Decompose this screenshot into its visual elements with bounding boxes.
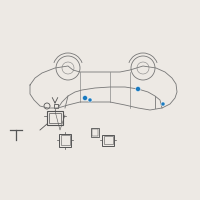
Circle shape bbox=[88, 98, 92, 102]
Bar bbox=[60, 135, 70, 145]
Bar bbox=[59, 134, 71, 146]
Bar bbox=[92, 129, 98, 136]
Bar bbox=[49, 113, 61, 123]
Bar bbox=[54, 104, 58, 108]
Bar bbox=[102, 134, 114, 146]
Bar bbox=[104, 136, 112, 144]
Bar bbox=[91, 128, 99, 136]
Circle shape bbox=[161, 102, 165, 106]
Circle shape bbox=[83, 96, 88, 100]
Bar bbox=[47, 111, 63, 125]
Circle shape bbox=[136, 86, 140, 92]
